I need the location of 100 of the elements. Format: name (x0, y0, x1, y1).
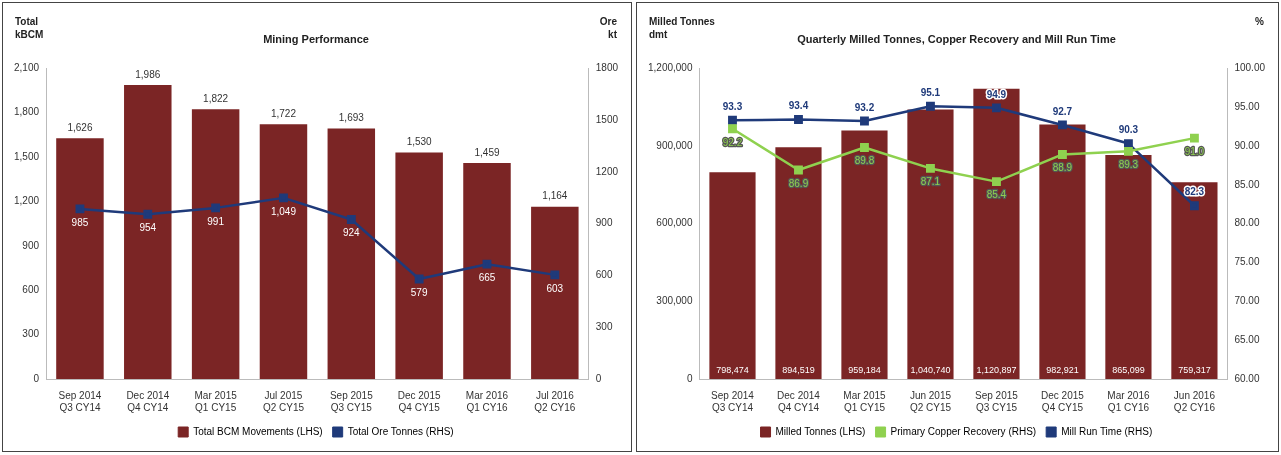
y2-tick-label: 75.00 (1234, 256, 1260, 268)
point (1058, 120, 1067, 130)
point (211, 203, 221, 213)
y-tick-label: 600 (22, 283, 40, 295)
point (550, 270, 560, 280)
point (482, 259, 492, 269)
point (860, 143, 869, 152)
data-label: 93.2 (854, 101, 875, 113)
data-label: 95.1 (920, 87, 941, 99)
chart-title: Mining Performance (263, 32, 369, 45)
bar (463, 163, 511, 379)
y-tick-label: 1,800 (13, 106, 40, 118)
x-tick-label: Jul 2015 Q2 CY15 (262, 389, 305, 413)
data-label: 924 (342, 227, 361, 239)
data-label: 1,986 (135, 68, 161, 80)
point (414, 274, 424, 284)
point (794, 115, 803, 124)
data-label: 603 (546, 282, 564, 294)
data-label: 982,921 (1046, 364, 1079, 375)
bar (1039, 124, 1086, 379)
data-label: 991 (207, 215, 225, 227)
x-tick-label: Mar 2016 Q1 CY16 (465, 389, 509, 413)
y2-tick-label: 300 (595, 320, 613, 332)
point (1189, 133, 1199, 143)
y-tick-label: 600,000 (656, 217, 693, 229)
y-tick-label: 900,000 (656, 139, 693, 151)
point (926, 101, 935, 111)
data-label: 759,317 (1178, 364, 1211, 375)
y2-tick-label: 0 (595, 372, 602, 384)
legend-label: Total BCM Movements (LHS) (193, 425, 323, 437)
y2-tick-label: 90.00 (1234, 139, 1260, 151)
data-label: 92.7 (1052, 105, 1073, 117)
point (1124, 139, 1133, 148)
data-label: 1,722 (270, 107, 297, 119)
y2-tick-label: 85.00 (1234, 178, 1260, 190)
y2-tick-label: 60.00 (1234, 372, 1260, 384)
x-tick-label: Dec 2014 Q4 CY14 (777, 389, 821, 413)
data-label: 88.9 (1052, 162, 1073, 174)
point (992, 103, 1001, 113)
y-tick-label: 300,000 (656, 295, 693, 307)
bar (775, 147, 822, 379)
data-label: 1,049 (270, 205, 297, 217)
y2-tick-label: 95.00 (1234, 100, 1260, 112)
data-label: 92.2 (722, 136, 743, 148)
x-tick-label: Mar 2015 Q1 CY15 (194, 389, 238, 413)
data-label: 91.0 (1184, 145, 1205, 157)
data-label: 94.9 (986, 88, 1007, 100)
data-label: 93.3 (722, 101, 743, 113)
y-axis-title: Total kBCM (15, 15, 44, 40)
bar (56, 138, 104, 379)
legend-label: Total Ore Tonnes (RHS) (347, 425, 454, 437)
data-label: 798,474 (716, 364, 749, 375)
x-tick-label: Sep 2014 Q3 CY14 (711, 389, 755, 413)
y2-axis-title: Ore kt (599, 15, 618, 40)
bar (1105, 154, 1152, 379)
point (794, 165, 803, 175)
point (1189, 201, 1199, 211)
y2-tick-label: 65.00 (1234, 333, 1260, 345)
data-label: 1,120,897 (976, 364, 1017, 375)
bar (124, 85, 172, 379)
x-tick-label: Mar 2016 Q1 CY16 (1107, 389, 1150, 413)
y-tick-label: 1,200,000 (647, 61, 693, 73)
x-tick-label: Sep 2015 Q3 CY15 (975, 389, 1019, 413)
data-label: 1,530 (406, 136, 433, 148)
data-label: 86.9 (788, 177, 809, 189)
x-tick-label: Dec 2015 Q4 CY15 (397, 389, 441, 413)
bar (259, 124, 308, 379)
legend-label: Milled Tonnes (LHS) (775, 425, 866, 437)
y-axis-title: Milled Tonnes dmt (649, 15, 716, 40)
x-tick-label: Jun 2015 Q2 CY15 (909, 389, 952, 413)
data-label: 985 (71, 216, 89, 228)
bar (1171, 182, 1218, 379)
y2-tick-label: 900 (595, 217, 613, 229)
y-tick-label: 2,100 (13, 61, 40, 73)
x-tick-label: Jun 2016 Q2 CY16 (1173, 389, 1216, 413)
point (1124, 146, 1133, 156)
data-label: 1,164 (542, 190, 568, 202)
data-label: 82.3 (1184, 186, 1205, 198)
y-tick-label: 0 (33, 372, 40, 384)
bar (907, 109, 954, 379)
x-tick-label: Jul 2016 Q2 CY16 (534, 389, 576, 413)
x-tick-label: Mar 2015 Q1 CY15 (843, 389, 887, 413)
y2-tick-label: 70.00 (1234, 295, 1260, 307)
data-label: 959,184 (848, 364, 881, 375)
data-label: 1,822 (203, 93, 229, 105)
data-label: 90.3 (1118, 124, 1139, 136)
y-tick-label: 1,200 (13, 195, 40, 207)
data-label: 89.8 (854, 155, 875, 167)
bar (531, 206, 579, 379)
bar (191, 109, 240, 379)
data-label: 89.3 (1118, 159, 1139, 171)
data-label: 85.4 (986, 189, 1007, 201)
point (346, 215, 356, 224)
y-tick-label: 300 (22, 328, 40, 340)
point (728, 115, 737, 125)
legend-label: Primary Copper Recovery (RHS) (890, 425, 1037, 437)
data-label: 87.1 (920, 176, 941, 188)
bar (973, 88, 1020, 379)
data-label: 1,459 (474, 146, 500, 158)
y-tick-label: 1,500 (13, 150, 40, 162)
